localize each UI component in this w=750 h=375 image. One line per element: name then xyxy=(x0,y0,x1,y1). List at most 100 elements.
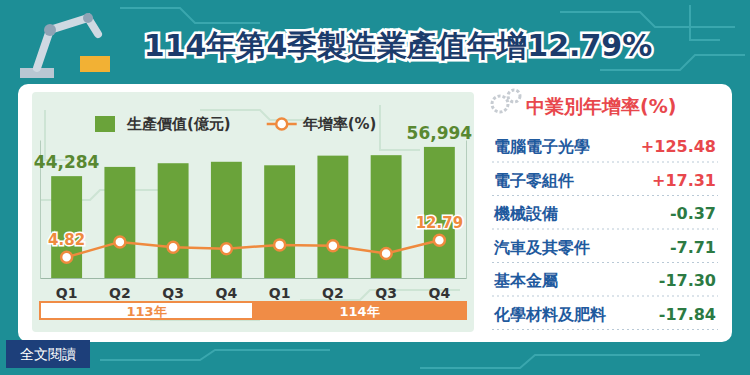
category-groups: 113年 114年 xyxy=(40,302,466,319)
data-label: 12.79 xyxy=(416,214,463,232)
x-tick-label: Q2 xyxy=(322,285,344,301)
bar xyxy=(424,147,455,278)
data-label: 44,284 xyxy=(34,152,100,172)
industry-value: -17.84 xyxy=(659,305,716,324)
robot-joint xyxy=(44,24,56,36)
x-tick-label: Q4 xyxy=(429,285,451,301)
legend-marker xyxy=(276,119,287,130)
circuit-line xyxy=(420,355,700,368)
y2-axis-line xyxy=(466,141,467,279)
gear-icon xyxy=(492,90,520,112)
x-tick-label: Q4 xyxy=(216,285,238,301)
x-tick: Q1 xyxy=(269,278,291,301)
row-separator xyxy=(492,229,718,230)
x-axis-line xyxy=(41,278,467,279)
industry-name: 基本金屬 xyxy=(493,271,558,290)
legend-item: 年增率(%) xyxy=(267,115,377,133)
industry-name: 汽車及其零件 xyxy=(493,238,590,257)
bar xyxy=(371,155,402,278)
button-label[interactable]: 全文閱讀 xyxy=(20,346,76,362)
industry-row: 電腦電子光學 +125.48 xyxy=(492,137,718,162)
line-marker xyxy=(327,240,338,251)
row-separator xyxy=(492,262,718,263)
industry-row: 機械設備 -0.37 xyxy=(492,204,718,229)
row-separator xyxy=(492,329,718,330)
row-separator xyxy=(492,162,718,163)
industry-row: 基本金屬 -17.30 xyxy=(492,271,718,296)
industry-panel: 中業別年增率(%) 電腦電子光學 +125.48 電子零組件 +17.31 機械設備 -0.… xyxy=(492,90,718,330)
x-tick: Q3 xyxy=(375,278,397,301)
legend-swatch xyxy=(95,116,115,132)
box xyxy=(80,56,110,72)
robot-arm xyxy=(20,13,110,78)
chart-circuit xyxy=(40,105,460,320)
x-tick: Q4 xyxy=(429,278,451,301)
data-label: 4.82 xyxy=(48,231,85,249)
data-label: 56,994 xyxy=(407,123,473,143)
line-marker xyxy=(61,252,72,263)
industry-value: +17.31 xyxy=(652,171,716,190)
line-marker xyxy=(114,236,125,247)
line-marker xyxy=(381,248,392,259)
line-marker xyxy=(221,243,232,254)
title: 114年第4季製造業產值年增12.79% xyxy=(144,28,652,63)
group-label: 114年 xyxy=(339,304,379,319)
industry-value: -0.37 xyxy=(670,204,716,223)
legend-item: 生產價值(億元) xyxy=(95,115,231,133)
x-tick: Q2 xyxy=(109,278,131,301)
industry-row: 汽車及其零件 -7.71 xyxy=(492,238,718,263)
industry-value: +125.48 xyxy=(641,137,716,156)
bar xyxy=(264,165,295,278)
legend-label: 年增率(%) xyxy=(302,115,377,133)
gear xyxy=(508,90,520,102)
circuit-decoration xyxy=(0,5,745,368)
industry-row: 電子零組件 +17.31 xyxy=(492,171,718,196)
bar xyxy=(158,163,189,278)
y2-axis xyxy=(466,141,467,279)
x-tick: Q2 xyxy=(322,278,344,301)
row-separator xyxy=(492,195,718,196)
industry-value: -7.71 xyxy=(670,238,716,257)
chart-panel xyxy=(32,92,474,332)
line-marker xyxy=(274,239,285,250)
bar xyxy=(211,162,242,278)
industry-name: 電子零組件 xyxy=(494,171,574,190)
industry-name: 化學材料及肥料 xyxy=(493,305,606,324)
x-axis: Q1 Q2 Q3 Q4 Q1 Q2 Q3 Q4 xyxy=(41,278,467,301)
line-marker xyxy=(168,242,179,253)
row-separator xyxy=(492,296,718,297)
industry-name: 電腦電子光學 xyxy=(494,137,590,156)
x-tick-label: Q2 xyxy=(109,285,131,301)
x-tick: Q4 xyxy=(216,278,238,301)
x-tick-label: Q1 xyxy=(56,285,78,301)
bar xyxy=(104,167,135,278)
x-tick: Q3 xyxy=(162,278,184,301)
gear xyxy=(492,96,508,112)
panel-title: 中業別年增率(%) xyxy=(526,95,676,117)
x-tick-label: Q3 xyxy=(375,285,397,301)
x-tick-label: Q1 xyxy=(269,285,291,301)
plot-marks xyxy=(51,147,455,278)
button-background[interactable] xyxy=(6,340,90,368)
group-label: 113年 xyxy=(126,304,166,319)
industry-value: -17.30 xyxy=(659,271,716,290)
robot-joint xyxy=(83,13,93,23)
circuit-line xyxy=(690,5,720,40)
circuit-line xyxy=(560,12,735,27)
legend: 生產價值(億元) 年增率(%) xyxy=(95,115,376,133)
x-tick-label: Q3 xyxy=(162,285,184,301)
read-more-button[interactable]: 全文閱讀 xyxy=(6,340,90,368)
group-band xyxy=(253,302,466,319)
line-marker xyxy=(434,235,445,246)
x-tick: Q1 xyxy=(56,278,78,301)
bar xyxy=(51,176,82,278)
data-labels: 44,284 56,994 4.82 12.79 xyxy=(34,123,473,249)
infographic: 114年第4季製造業產值年增12.79% Q1 Q2 Q3 Q4 Q1 Q2 Q3 Q4 44,2… xyxy=(0,0,750,375)
background xyxy=(0,0,750,375)
panel xyxy=(18,84,732,342)
industry-name: 機械設備 xyxy=(493,204,558,223)
circuit-line xyxy=(100,350,330,360)
legend-label: 生產價值(億元) xyxy=(126,115,231,133)
circuit-line xyxy=(120,8,260,23)
industry-row: 化學材料及肥料 -17.84 xyxy=(492,305,718,330)
